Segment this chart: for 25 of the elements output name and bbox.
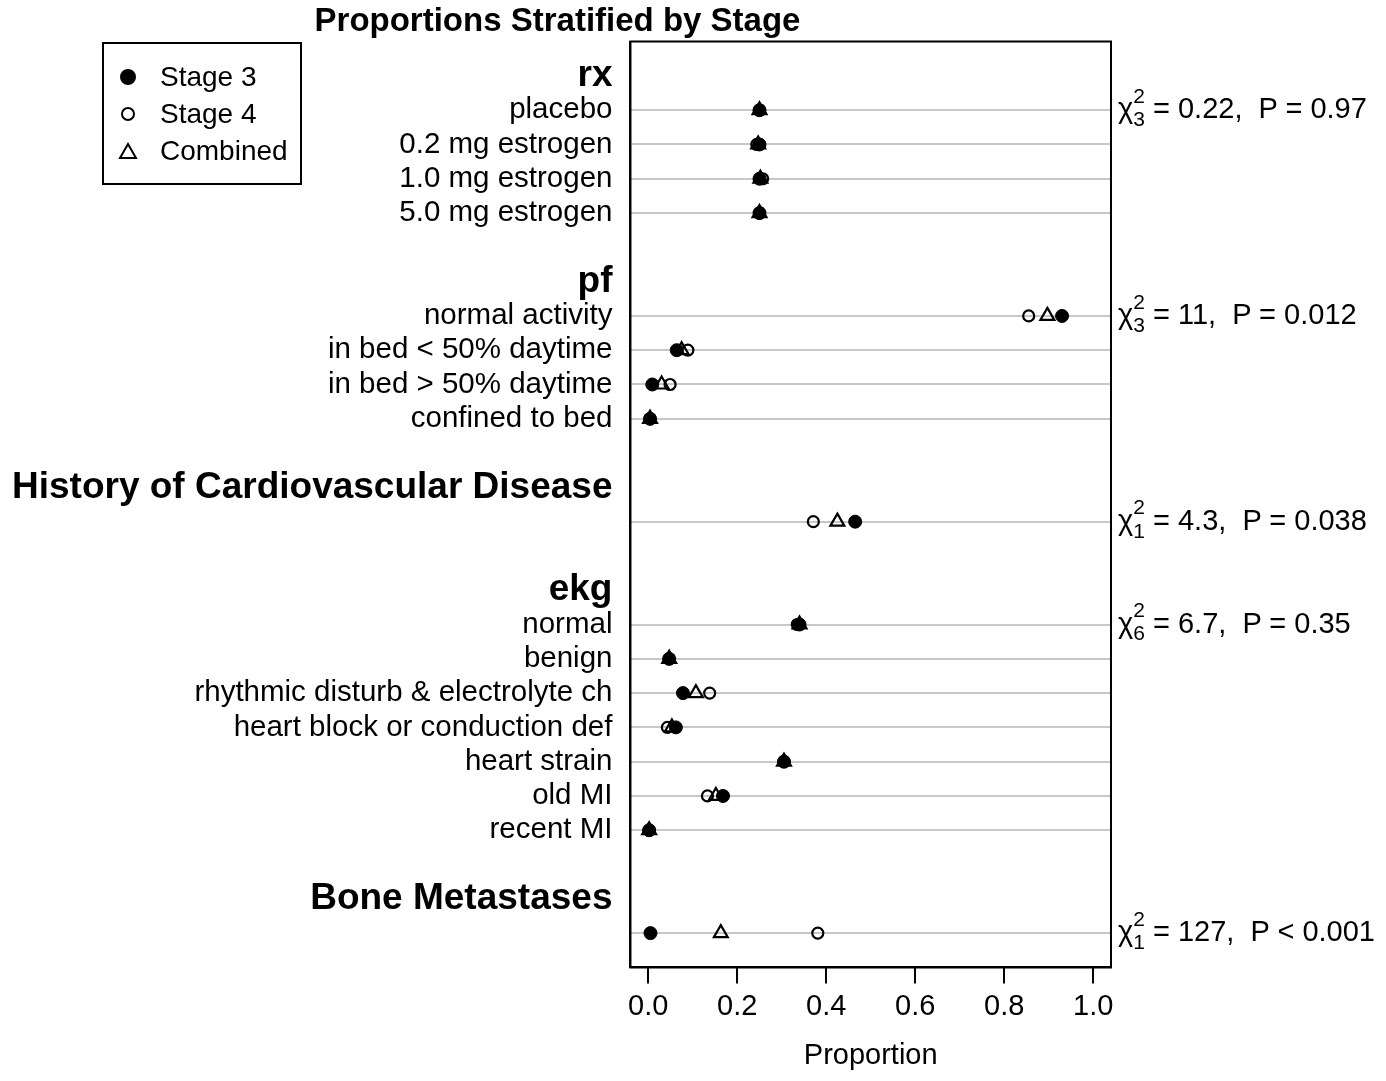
x-tick-label: 0.4 [806,988,847,1021]
y-tick-label: 0.2 mg estrogen [399,125,613,159]
y-tick-label: heart strain [464,742,613,776]
y-tick-label: recent MI [489,811,613,845]
y-tick-label: History of Cardiovascular Disease [11,464,613,506]
x-tick-label: 0.6 [895,988,936,1021]
chart-title: Proportions Stratified by Stage [314,0,801,38]
x-tick-label: 0.8 [984,988,1025,1021]
x-tick-label: 1.0 [1073,988,1114,1021]
y-tick-label: in bed < 50% daytime [327,331,613,365]
y-tick-label: old MI [532,777,613,811]
y-tick-label: 5.0 mg estrogen [399,194,613,228]
y-tick-label: rhythmic disturb & electrolyte ch [194,674,613,708]
y-tick-label: Bone Metastases [310,876,613,918]
x-tick-label: 0.0 [628,988,669,1021]
y-tick-label: in bed > 50% daytime [327,365,613,399]
legend-label: Stage 3 [160,60,257,94]
x-tick-label: 0.2 [717,988,758,1021]
y-tick-label: heart block or conduction def [233,708,614,742]
x-axis-title: Proportion [803,1037,938,1070]
y-tick-label: 1.0 mg estrogen [399,159,613,193]
legend-label: Combined [160,134,288,168]
legend-label: Stage 4 [160,97,257,131]
y-tick-label: confined to bed [410,399,613,433]
y-tick-label: benign [523,639,613,673]
